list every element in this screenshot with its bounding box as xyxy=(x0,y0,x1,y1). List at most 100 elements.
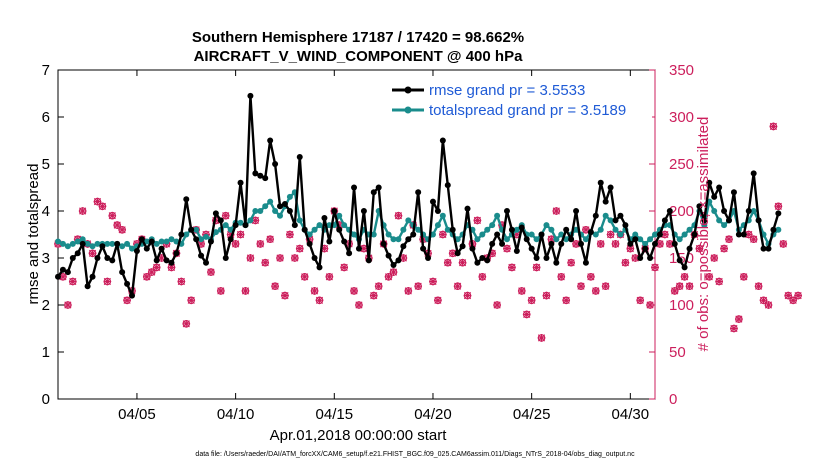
rmse-point xyxy=(252,170,259,177)
totalspread-point xyxy=(237,219,244,226)
obs-assimilated-point xyxy=(295,244,304,253)
rmse-point xyxy=(380,240,387,247)
totalspread-point xyxy=(124,240,131,247)
rmse-point xyxy=(691,231,698,238)
rmse-point xyxy=(582,259,589,266)
totalspread-point xyxy=(267,198,274,205)
rmse-point xyxy=(489,240,496,247)
obs-assimilated-point xyxy=(779,240,788,248)
rmse-point xyxy=(207,238,214,245)
legend-box xyxy=(387,78,652,122)
totalspread-point xyxy=(716,217,723,224)
rmse-point xyxy=(291,222,298,229)
rmse-point xyxy=(434,208,441,214)
rmse-point xyxy=(538,231,545,238)
rmse-point xyxy=(198,252,205,259)
totalspread-point xyxy=(153,240,160,247)
obs-assimilated-point xyxy=(212,216,220,225)
obs-assimilated-point xyxy=(152,263,161,272)
rmse-point xyxy=(647,255,654,261)
rmse-point xyxy=(306,240,313,247)
totalspread-point xyxy=(316,222,323,229)
obs-assimilated-point xyxy=(221,211,230,220)
totalspread-point xyxy=(513,226,520,233)
totalspread-point xyxy=(652,231,658,238)
totalspread-point xyxy=(163,238,170,245)
rmse-point xyxy=(341,238,348,245)
totalspread-point xyxy=(272,208,279,214)
obs-assimilated-point xyxy=(527,296,536,305)
totalspread-point xyxy=(370,231,377,238)
obs-assimilated-point xyxy=(562,296,571,305)
rmse-point xyxy=(568,236,575,243)
totalspread-point xyxy=(434,222,441,229)
x-tick-label: 04/25 xyxy=(513,406,551,423)
rmse-point xyxy=(479,255,486,261)
obs-assimilated-point xyxy=(522,310,531,319)
obs-assimilated-point xyxy=(764,301,773,309)
obs-assimilated-point xyxy=(774,202,783,211)
rmse-point xyxy=(193,236,200,243)
rmse-point xyxy=(425,255,432,261)
rmse-point xyxy=(760,245,767,252)
rmse-point xyxy=(577,240,584,247)
totalspread-point xyxy=(711,208,718,214)
rmse-point xyxy=(183,196,190,203)
rmse-point xyxy=(286,208,293,214)
totalspread-point xyxy=(750,208,757,214)
obs-assimilated-point xyxy=(769,122,778,131)
rmse-point xyxy=(99,243,106,250)
y-right-tick-label: 300 xyxy=(669,109,694,126)
rmse-point xyxy=(558,240,565,247)
rmse-point xyxy=(69,255,76,261)
totalspread-point xyxy=(642,240,649,247)
obs-assimilated-point xyxy=(463,291,472,300)
rmse-point xyxy=(494,231,501,238)
chart-subtitle: AIRCRAFT_V_WIND_COMPONENT @ 400 hPa xyxy=(194,48,524,65)
obs-assimilated-point xyxy=(389,268,398,276)
y-left-tick-label: 3 xyxy=(42,250,50,267)
obs-assimilated-point xyxy=(710,254,719,262)
obs-assimilated-point xyxy=(744,230,753,239)
obs-assimilated-point xyxy=(626,244,635,253)
obs-assimilated-point xyxy=(394,211,403,220)
obs-assimilated-point xyxy=(310,287,319,295)
obs-assimilated-point xyxy=(784,291,793,300)
totalspread-point xyxy=(79,236,86,243)
rmse-point xyxy=(420,245,427,252)
obs-assimilated-point xyxy=(251,216,260,225)
rmse-point xyxy=(513,247,520,254)
totalspread-point xyxy=(528,231,535,238)
totalspread-point xyxy=(632,231,639,238)
obs-assimilated-point xyxy=(596,240,605,248)
obs-assimilated-point xyxy=(542,291,551,300)
rmse-point xyxy=(247,92,254,99)
totalspread-point xyxy=(484,226,491,233)
rmse-point xyxy=(163,257,170,264)
obs-assimilated-point xyxy=(503,244,511,253)
totalspread-point xyxy=(439,212,446,219)
rmse-point xyxy=(676,257,683,264)
legend-label-totalspread: totalspread grand pr = 3.5189 xyxy=(429,102,626,119)
rmse-point xyxy=(222,255,229,261)
rmse-point xyxy=(277,203,284,210)
totalspread-point xyxy=(543,222,550,229)
rmse-point xyxy=(499,240,506,247)
rmse-point xyxy=(143,245,150,252)
rmse-point xyxy=(528,245,535,252)
rmse-point xyxy=(375,184,382,191)
y-left-tick-label: 1 xyxy=(42,344,50,361)
rmse-point xyxy=(454,250,461,257)
obs-assimilated-point xyxy=(399,254,408,262)
totalspread-point xyxy=(686,226,693,233)
rmse-point xyxy=(262,175,269,182)
obs-assimilated-point xyxy=(720,244,728,253)
y-right-tick-label: 200 xyxy=(669,203,694,220)
totalspread-point xyxy=(69,240,76,247)
rmse-point xyxy=(351,184,358,191)
rmse-point xyxy=(232,222,239,229)
obs-assimilated-point xyxy=(473,216,482,225)
obs-assimilated-point xyxy=(532,263,541,272)
rmse-point xyxy=(89,273,96,280)
